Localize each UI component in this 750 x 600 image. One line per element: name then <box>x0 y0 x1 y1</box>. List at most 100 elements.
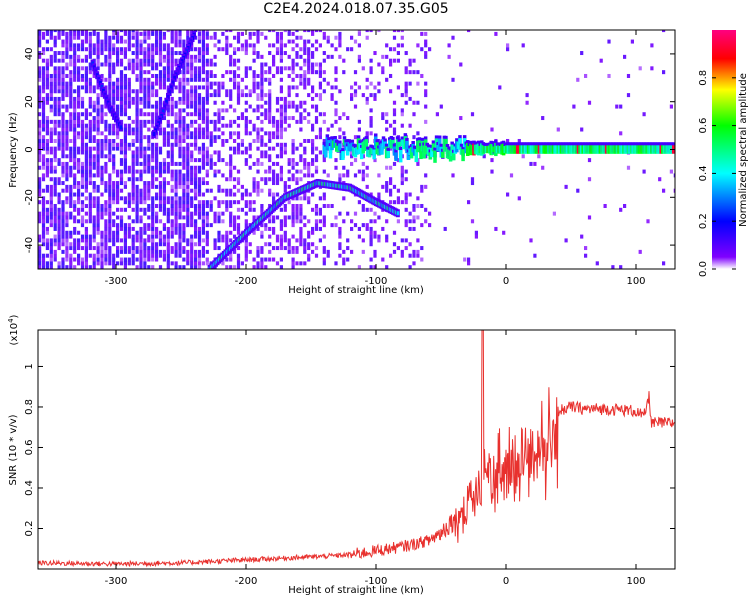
spectrogram-cell <box>143 81 147 86</box>
spectrogram-cell <box>108 89 112 94</box>
spectrogram-cell <box>299 261 303 266</box>
spectrogram-cell <box>392 112 397 117</box>
spectrogram-cell <box>252 230 256 235</box>
spectrogram-cell <box>88 131 92 136</box>
spectrogram-cell <box>229 154 233 159</box>
spectrogram-cell <box>244 93 248 98</box>
spectrogram-cell <box>217 127 221 132</box>
spectrogram-cell <box>182 192 186 197</box>
spectrogram-cell <box>69 234 73 239</box>
spectrogram-cell <box>252 177 256 182</box>
spectrogram-cell <box>404 177 408 182</box>
spectrogram-cell <box>38 265 42 269</box>
spectrogram-cell <box>65 238 69 243</box>
spectrogram-cell <box>256 181 260 186</box>
spectrogram-cell <box>116 230 120 235</box>
spectrogram-cell <box>49 89 53 94</box>
spectrogram-cell <box>287 54 291 59</box>
spectrogram-cell <box>123 200 127 205</box>
spectrogram-cell <box>307 119 311 124</box>
spectrogram-area <box>38 30 675 269</box>
spectrogram-cell <box>96 242 100 247</box>
spectrogram-cell <box>490 127 494 132</box>
spectrogram-cell <box>178 112 182 117</box>
spectrogram-cell <box>123 51 127 56</box>
spectrogram-cell <box>73 47 77 52</box>
spectrogram-cell <box>123 230 127 235</box>
spectrogram-cell <box>463 257 467 262</box>
spectrogram-cell <box>162 226 166 231</box>
spectrogram-cell <box>381 184 385 189</box>
spectrogram-cell <box>416 249 420 254</box>
spectrogram-cell <box>57 219 61 224</box>
spectrogram-cell <box>244 108 248 113</box>
spectrogram-cell <box>264 169 268 174</box>
spectrogram-cell <box>139 138 143 143</box>
spectrogram-cell <box>178 70 182 75</box>
spectrogram-cell <box>626 73 631 78</box>
spectrogram-cell <box>131 161 135 166</box>
spectrogram-cell <box>104 211 108 216</box>
spectrogram-cell <box>57 70 61 75</box>
spectrogram-cell <box>346 47 350 52</box>
spectrogram-cell <box>116 31 120 36</box>
spectrogram-cell <box>73 219 77 224</box>
spectrogram-cell <box>236 100 241 105</box>
spectrogram-cell <box>38 158 42 163</box>
spectrogram-cell <box>252 43 256 48</box>
spectrogram-cell <box>69 169 73 174</box>
spectrogram-cell <box>178 43 182 48</box>
spectrogram-cell <box>338 43 342 48</box>
spectrogram-cell <box>116 169 120 174</box>
spectrogram-cell <box>338 177 342 182</box>
spectrogram-cell <box>190 131 194 136</box>
spectrogram-cell <box>248 249 252 254</box>
spectrogram-cell <box>73 158 77 163</box>
spectrogram-cell <box>244 127 248 132</box>
spectrogram-cell <box>162 43 166 48</box>
spectrogram-cell <box>252 200 256 205</box>
spectrogram-cell <box>256 265 260 269</box>
spectrogram-cell <box>244 66 248 71</box>
spectrogram-cell <box>96 123 100 128</box>
spectrogram-cell <box>147 146 151 151</box>
spectrogram-cell <box>299 230 303 235</box>
spectrogram-cell <box>233 119 237 124</box>
spectrogram-cell <box>158 31 163 36</box>
spectrogram-cell <box>217 158 221 163</box>
spectrogram-cell <box>45 123 49 128</box>
spectrogram-cell <box>57 104 61 109</box>
spectrogram-cell <box>506 43 510 48</box>
spectrogram-cell <box>73 154 77 159</box>
spectrogram-cell <box>69 165 73 170</box>
spectrogram-cell <box>506 138 510 143</box>
spectrogram-cell <box>96 127 100 132</box>
spectrogram-cell <box>186 127 190 132</box>
spectrogram-cell <box>119 85 124 90</box>
spectrogram-cell <box>299 215 303 220</box>
spectrogram-cell <box>108 154 112 159</box>
spectrogram-cell <box>303 150 307 155</box>
spectrogram-cell <box>147 43 151 48</box>
spectrogram-cell <box>65 173 69 178</box>
spectrogram-cell <box>279 219 283 224</box>
spectrogram-cell <box>49 207 53 212</box>
spectrogram-cell <box>392 230 397 235</box>
spectrogram-cell <box>326 249 330 254</box>
spectrogram-cell <box>221 123 225 128</box>
spectrogram-cell <box>396 85 400 90</box>
spectrogram-cell <box>116 39 120 44</box>
spectrogram-cell <box>396 51 400 56</box>
spectrogram-cell <box>38 192 42 197</box>
spectrogram-cell <box>256 246 260 251</box>
spectrogram-cell <box>84 54 88 59</box>
spectrogram-cell <box>61 173 65 178</box>
spectrogram-cell <box>116 54 120 59</box>
spectrogram-cell <box>57 211 61 216</box>
spectrogram-cell <box>69 81 73 86</box>
spectrogram-cell <box>158 108 163 113</box>
spectrogram-cell <box>311 62 315 67</box>
spectrogram-cell <box>77 169 81 174</box>
spectrogram-cell <box>108 58 112 63</box>
spectrogram-cell <box>65 177 69 182</box>
